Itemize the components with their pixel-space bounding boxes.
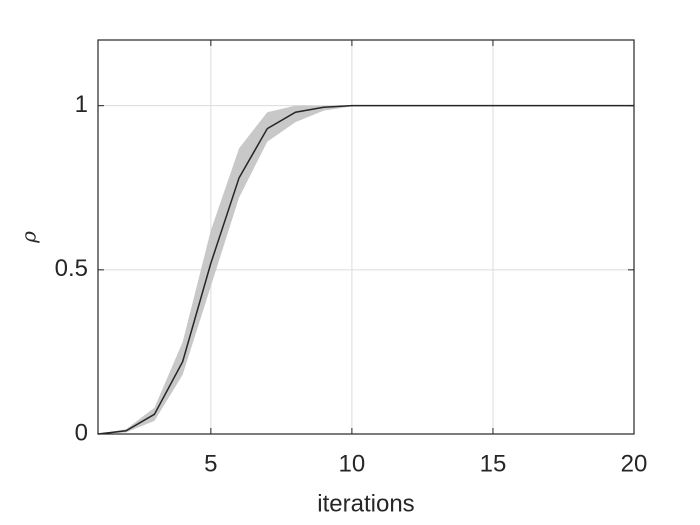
confidence-band bbox=[98, 105, 634, 435]
x-tick-label: 10 bbox=[339, 450, 366, 477]
mean-line bbox=[97, 104, 634, 435]
x-axis-label: iterations bbox=[317, 490, 414, 517]
y-tick-label: 1 bbox=[75, 91, 88, 118]
y-tick-label: 0.5 bbox=[55, 255, 88, 282]
x-tick-label: 15 bbox=[480, 450, 507, 477]
y-axis-label: ρ bbox=[17, 231, 41, 244]
x-tick-label: 5 bbox=[204, 450, 217, 477]
plot-frame bbox=[97, 39, 635, 435]
x-tick-label: 20 bbox=[621, 450, 648, 477]
y-tick-label: 0 bbox=[75, 419, 88, 446]
